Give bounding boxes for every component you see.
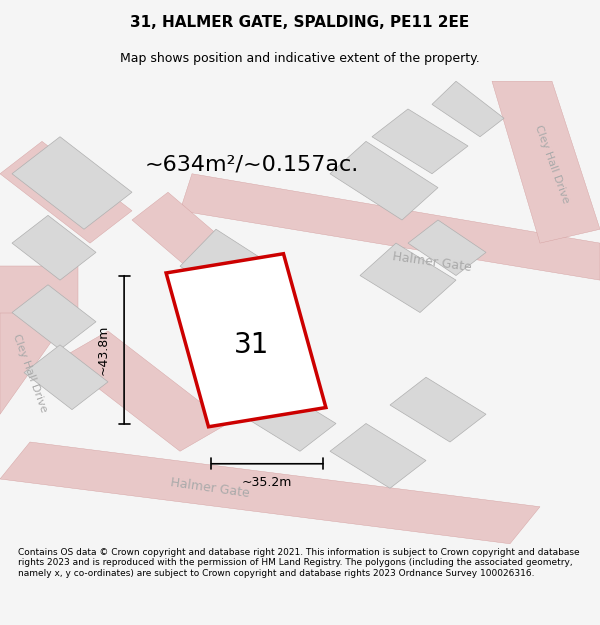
- Polygon shape: [0, 266, 78, 312]
- Polygon shape: [408, 220, 486, 276]
- Polygon shape: [432, 81, 504, 137]
- Polygon shape: [372, 109, 468, 174]
- Polygon shape: [60, 331, 228, 451]
- Polygon shape: [180, 229, 288, 312]
- Polygon shape: [132, 192, 276, 312]
- Polygon shape: [0, 141, 132, 243]
- Polygon shape: [492, 81, 600, 243]
- Text: 31: 31: [235, 331, 269, 359]
- Polygon shape: [24, 345, 108, 409]
- Polygon shape: [166, 254, 326, 427]
- Polygon shape: [12, 285, 96, 349]
- Text: ~35.2m: ~35.2m: [242, 476, 292, 489]
- Text: Map shows position and indicative extent of the property.: Map shows position and indicative extent…: [120, 52, 480, 65]
- Polygon shape: [12, 216, 96, 280]
- Polygon shape: [390, 378, 486, 442]
- Polygon shape: [0, 312, 72, 414]
- Text: 31, HALMER GATE, SPALDING, PE11 2EE: 31, HALMER GATE, SPALDING, PE11 2EE: [130, 15, 470, 30]
- Text: Halmer Gate: Halmer Gate: [392, 249, 472, 274]
- Polygon shape: [360, 243, 456, 312]
- Polygon shape: [240, 386, 336, 451]
- Text: Cley Hall Drive: Cley Hall Drive: [533, 124, 571, 205]
- Polygon shape: [330, 141, 438, 220]
- Text: Cley Hall Drive: Cley Hall Drive: [11, 332, 49, 413]
- Polygon shape: [0, 442, 540, 544]
- Polygon shape: [12, 137, 132, 229]
- Text: Contains OS data © Crown copyright and database right 2021. This information is : Contains OS data © Crown copyright and d…: [18, 548, 580, 578]
- Text: Halmer Gate: Halmer Gate: [170, 476, 250, 500]
- Polygon shape: [180, 174, 600, 280]
- Text: ~634m²/~0.157ac.: ~634m²/~0.157ac.: [145, 154, 359, 174]
- Text: ~43.8m: ~43.8m: [97, 324, 110, 375]
- Polygon shape: [330, 424, 426, 488]
